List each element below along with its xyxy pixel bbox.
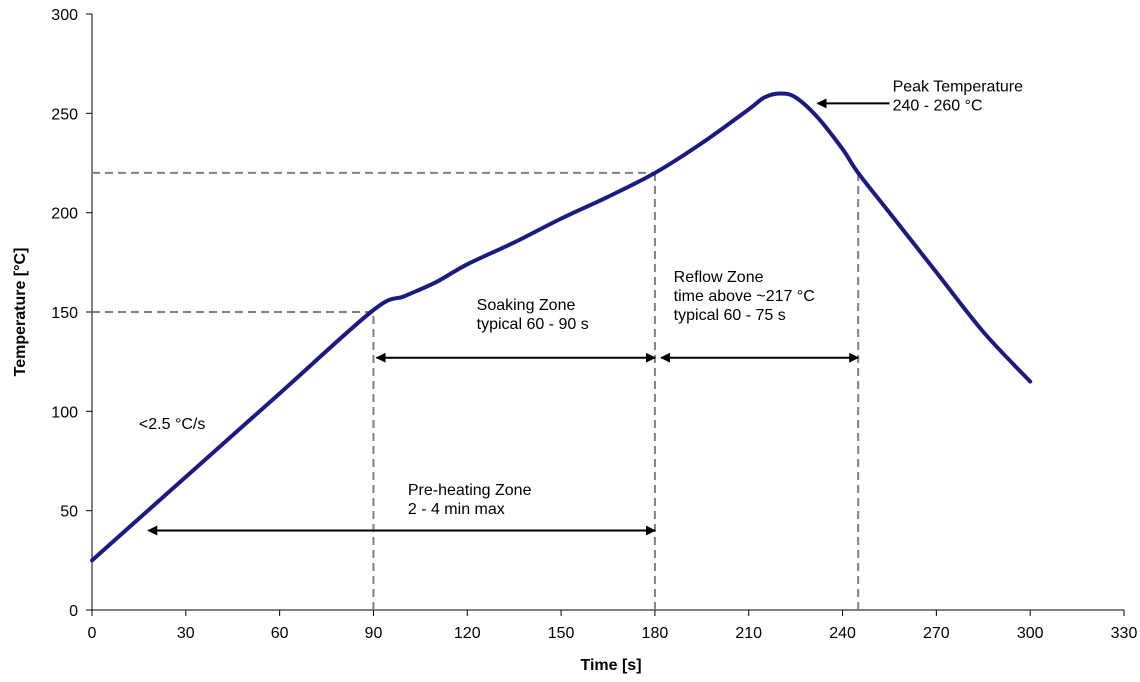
temperature-curve: [90, 91, 1033, 563]
y-tick-label: 0: [69, 603, 78, 620]
zone-label-line: Pre-heating Zone: [408, 482, 532, 499]
zone-label: Pre-heating Zone 2 - 4 min max: [408, 482, 532, 518]
x-tick-label: 60: [271, 625, 289, 642]
annotation-label-line: Peak Temperature: [893, 78, 1024, 95]
zone-label-line: typical 60 - 90 s: [477, 316, 589, 333]
annotation-label-line: <2.5 °C/s: [139, 416, 205, 433]
x-tick-label: 30: [177, 625, 195, 642]
zone-label-line: time above ~217 °C: [674, 288, 815, 305]
x-tick-label: 240: [829, 625, 856, 642]
zone-label: Soaking Zone typical 60 - 90 s: [477, 297, 589, 333]
plot-area: 0 50 100 150 200 250 300 0 30 60 90 120 150 180 210 240…: [51, 7, 1137, 642]
x-tick-label: 330: [1111, 625, 1138, 642]
y-tick-label: 50: [60, 504, 78, 521]
x-tick-label: 270: [923, 625, 950, 642]
y-tick-label: 250: [51, 106, 78, 123]
y-tick-label: 150: [51, 305, 78, 322]
x-tick-label: 90: [365, 625, 383, 642]
x-tick-label: 180: [642, 625, 669, 642]
x-tick-label: 300: [1017, 625, 1044, 642]
annotation-label: Peak Temperature 240 - 260 °C: [893, 78, 1024, 114]
y-tick-label: 300: [51, 7, 78, 24]
zone-label-line: typical 60 - 75 s: [674, 307, 786, 324]
zone-label-line: Soaking Zone: [477, 297, 576, 314]
zone-label-line: Reflow Zone: [674, 269, 764, 286]
x-tick-label: 210: [735, 625, 762, 642]
zone-label-line: 2 - 4 min max: [408, 501, 505, 518]
x-axis-title: Time [s]: [580, 657, 641, 674]
x-tick-label: 150: [548, 625, 575, 642]
x-tick-label: 0: [88, 625, 97, 642]
y-axis-title: Temperature [°C]: [12, 248, 29, 377]
x-tick-label: 120: [454, 625, 481, 642]
zone-label: Reflow Zone time above ~217 °C typical 60 …: [674, 269, 815, 324]
y-tick-label: 200: [51, 206, 78, 223]
annotation-label-line: 240 - 260 °C: [893, 97, 983, 114]
annotation-label: <2.5 °C/s: [139, 416, 205, 433]
y-tick-label: 100: [51, 404, 78, 421]
